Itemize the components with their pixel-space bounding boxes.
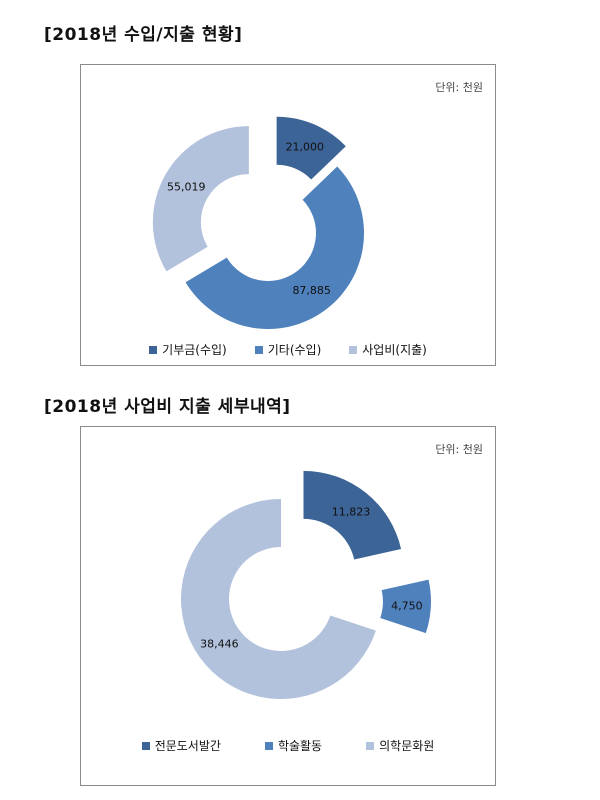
data-label-academic: 4,750: [391, 599, 423, 612]
slice-donation: [276, 116, 346, 180]
slice-other: [185, 166, 364, 329]
slice-project: [152, 126, 249, 272]
slice-culture: [181, 499, 376, 699]
slice-academic: [380, 579, 431, 634]
legend-item-academic: 학술활동: [264, 737, 323, 754]
legend-swatch-donation: [149, 345, 158, 354]
slice-publishing: [303, 470, 402, 560]
legend-swatch-academic: [264, 741, 273, 750]
data-label-publishing: 11,823: [332, 506, 371, 519]
legend-item-culture: 의학문화원: [366, 737, 434, 754]
data-label-other: 87,885: [292, 284, 331, 297]
legend-swatch-publishing: [141, 741, 150, 750]
legend-label-publishing: 전문도서발간: [154, 739, 221, 753]
chart-box-2: 11,823 4,750 38,446 단위: 천원 전문도서발간 학술활동 의학문…: [80, 426, 496, 786]
legend-item-publishing: 전문도서발간: [141, 737, 221, 754]
legend-label-culture: 의학문화원: [379, 739, 435, 753]
legend-label-donation: 기부금(수입): [162, 343, 227, 357]
legend-item-other: 기타(수입): [254, 341, 322, 358]
legend-swatch-project: [349, 345, 358, 354]
legend-label-other: 기타(수입): [267, 343, 322, 357]
legend-label-project: 사업비(지출): [362, 343, 427, 357]
legend-1: 기부금(수입) 기타(수입) 사업비(지출): [81, 341, 495, 358]
section-title-1: [2018년 수입/지출 현황]: [44, 25, 243, 45]
chart-box-1: 21,000 87,885 55,019 단위: 천원 기부금(수입) 기타(수입)…: [80, 64, 496, 366]
doughnut-chart-2: 11,823 4,750 38,446: [181, 470, 431, 699]
data-label-culture: 38,446: [200, 637, 239, 650]
legend-swatch-other: [254, 345, 263, 354]
doughnut-chart-1: 21,000 87,885 55,019: [152, 116, 364, 329]
legend-swatch-culture: [366, 741, 375, 750]
unit-label-1: 단위: 천원: [435, 81, 483, 94]
legend-item-donation: 기부금(수입): [149, 341, 227, 358]
data-label-donation: 21,000: [286, 141, 325, 154]
unit-label-2: 단위: 천원: [435, 443, 483, 456]
section-title-2: [2018년 사업비 지출 세부내역]: [44, 397, 291, 417]
data-label-project: 55,019: [167, 181, 206, 194]
legend-item-project: 사업비(지출): [349, 341, 427, 358]
legend-label-academic: 학술활동: [277, 739, 323, 753]
legend-2: 전문도서발간 학술활동 의학문화원: [81, 737, 495, 754]
